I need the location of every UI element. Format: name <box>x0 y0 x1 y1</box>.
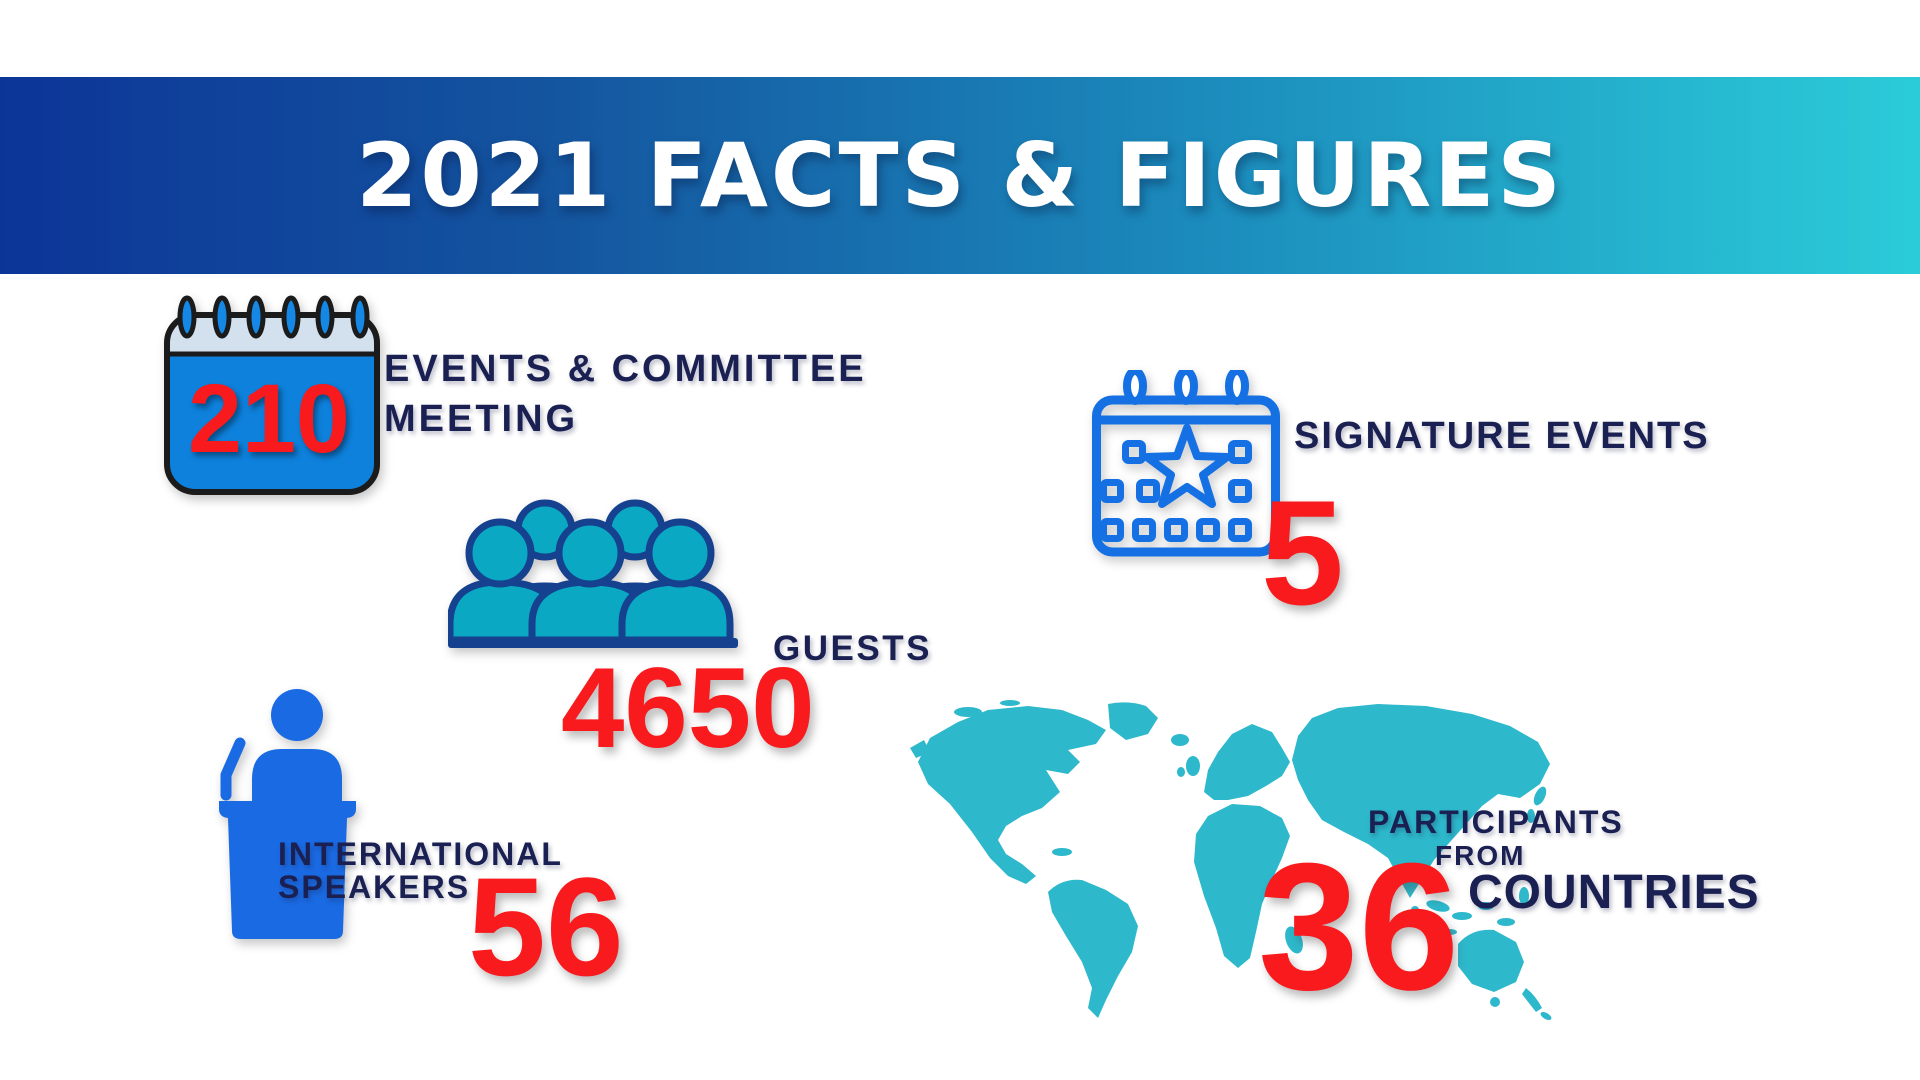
world-map-icon <box>910 700 1552 1020</box>
events-count: 210 <box>188 364 350 473</box>
signature-events-label: SIGNATURE EVENTS <box>1294 415 1710 457</box>
header-banner: 2021 FACTS & FIGURES <box>0 77 1920 274</box>
speakers-label-line-1: INTERNATIONAL <box>278 836 563 872</box>
signature-events-count: 5 <box>1261 469 1344 636</box>
countries-label-line-2: FROM <box>1435 840 1526 871</box>
page-title: 2021 FACTS & FIGURES <box>356 124 1564 227</box>
calendar-star-icon <box>1092 370 1280 557</box>
speakers-label-line-2: SPEAKERS <box>278 869 471 905</box>
countries-count: 36 <box>1258 826 1460 1028</box>
podium-speaker-icon <box>219 689 356 939</box>
guests-count: 4650 <box>561 645 815 772</box>
events-label: EVENTS & COMMITTEE MEETING <box>384 344 867 444</box>
speakers-count: 56 <box>468 848 624 1005</box>
events-label-line-2: MEETING <box>384 398 579 440</box>
events-label-line-1: EVENTS & COMMITTEE <box>384 348 867 390</box>
countries-label-line-3: COUNTRIES <box>1468 866 1760 919</box>
calendar-icon <box>164 295 380 495</box>
audience-icon <box>448 499 738 648</box>
countries-label-line-1: PARTICIPANTS <box>1368 804 1624 840</box>
guests-label: GUESTS <box>773 629 932 668</box>
